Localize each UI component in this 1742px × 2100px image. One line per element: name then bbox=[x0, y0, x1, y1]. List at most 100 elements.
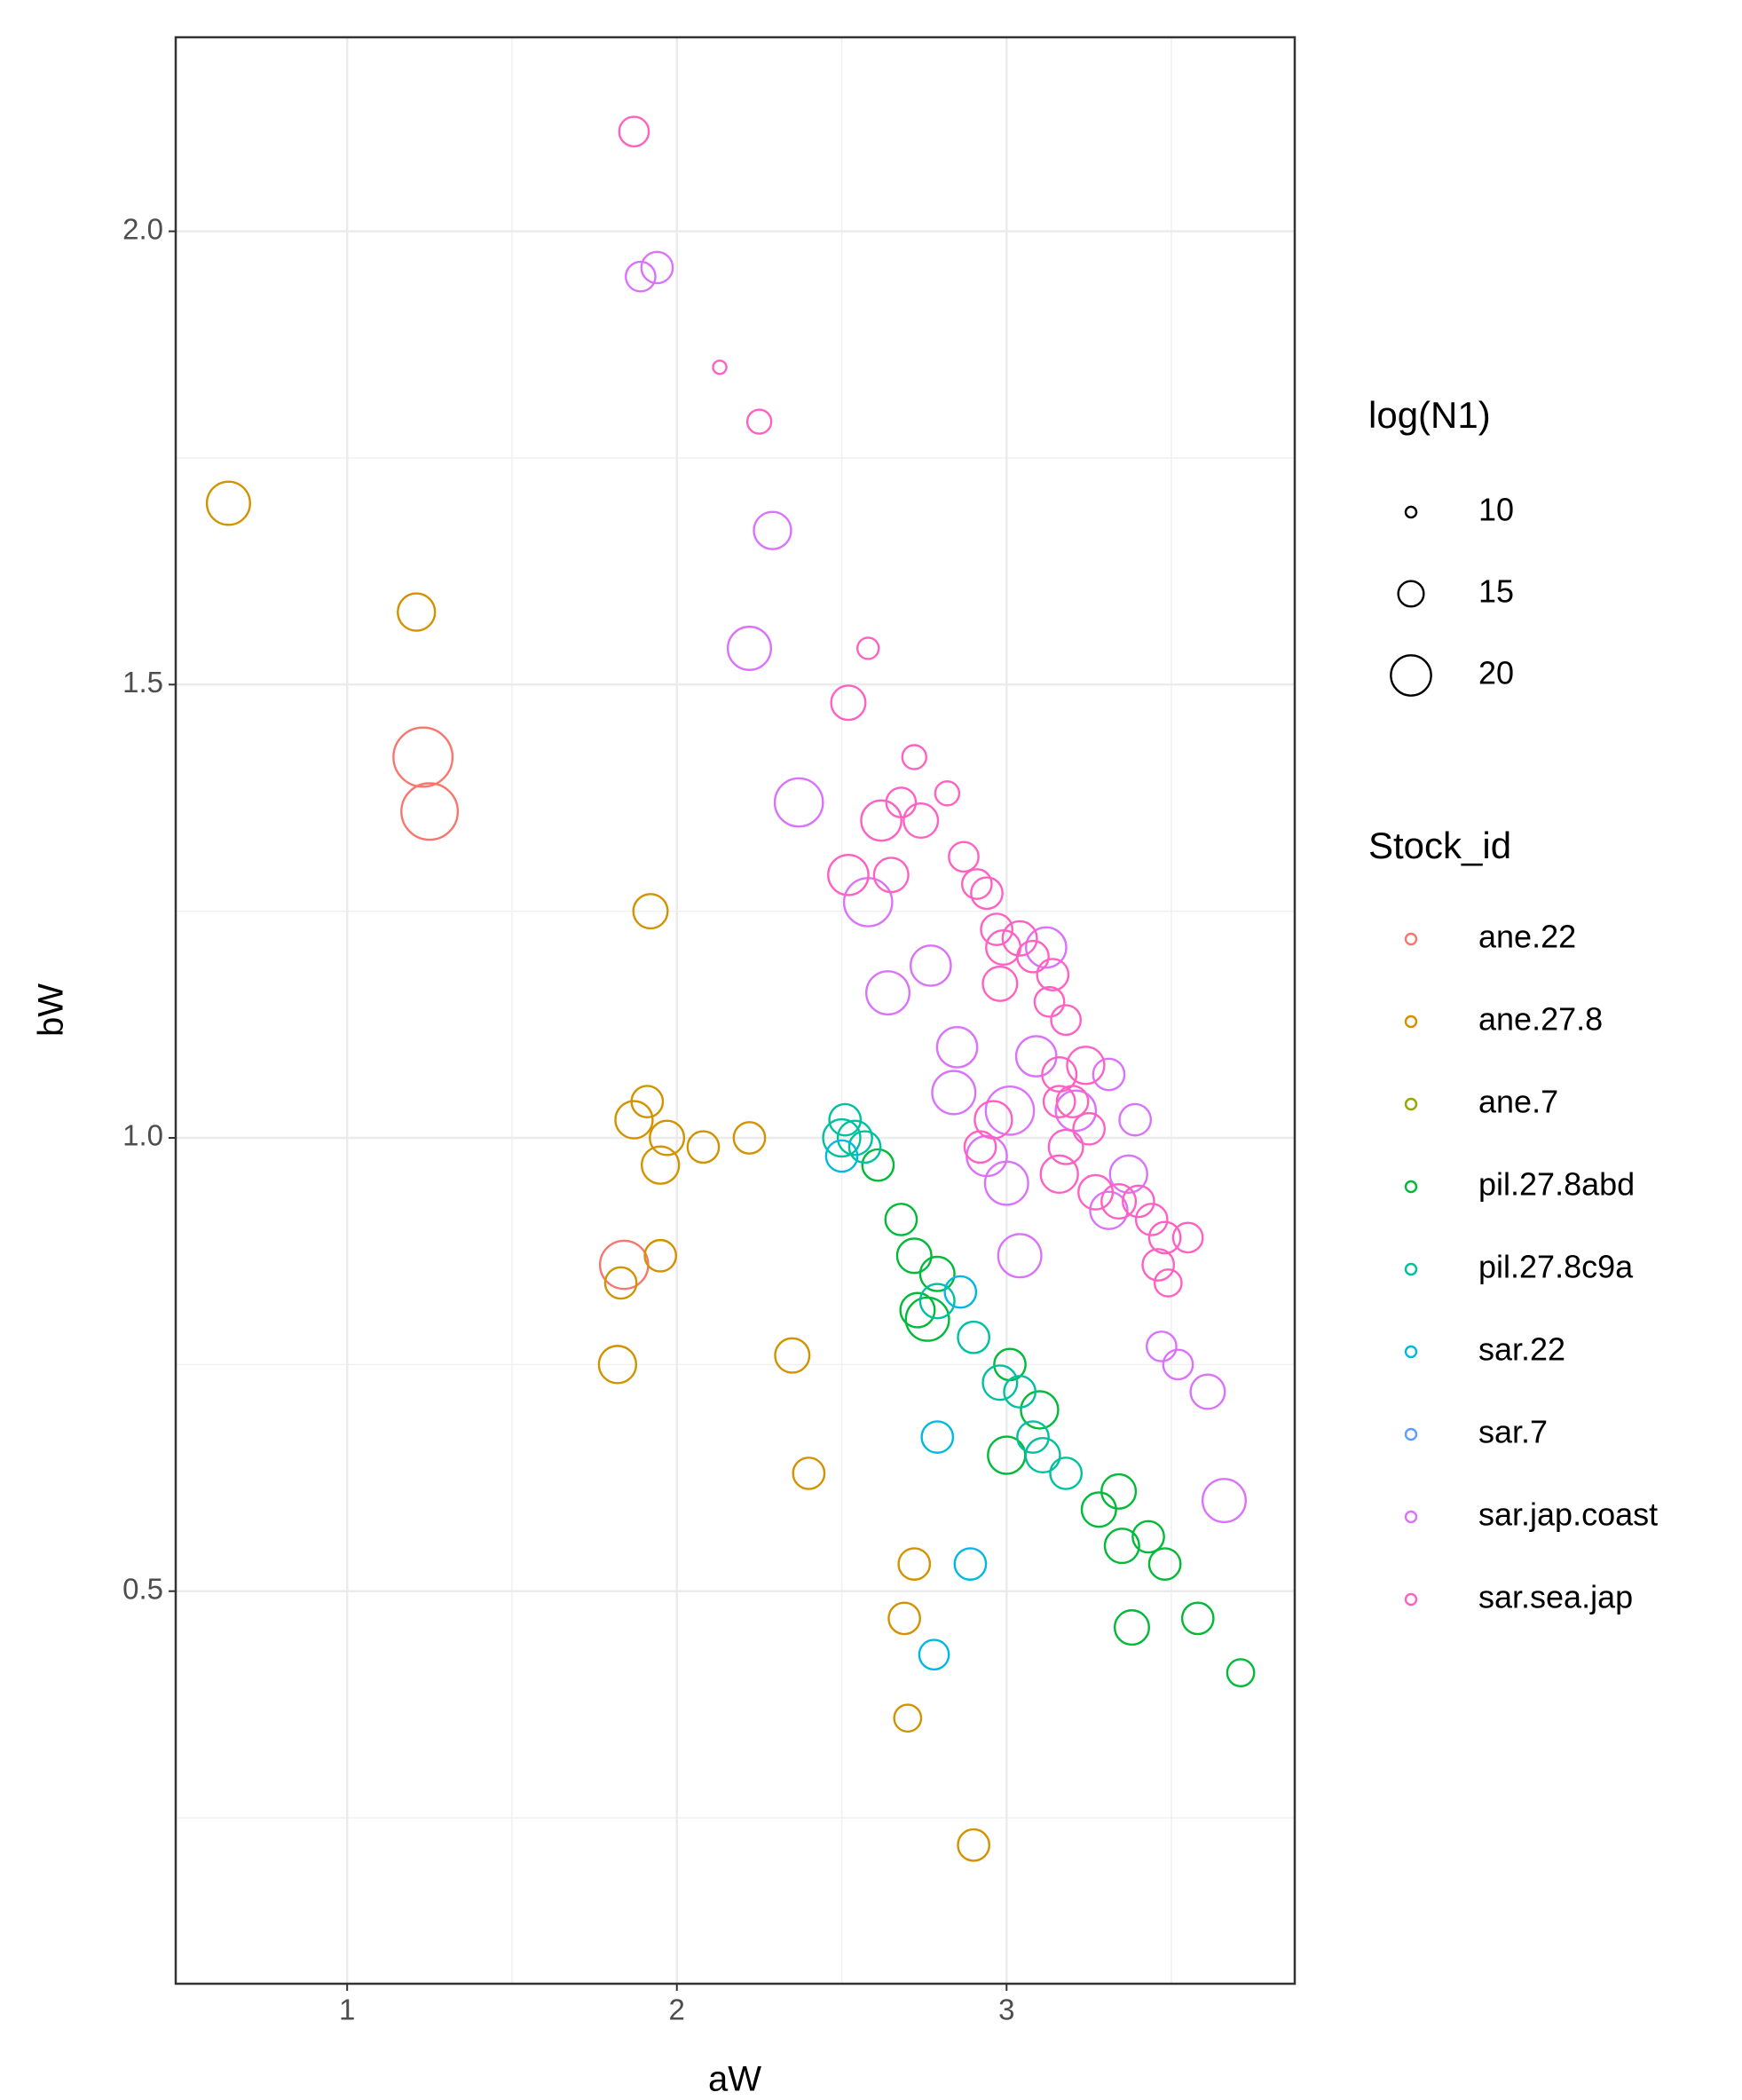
point bbox=[792, 1457, 826, 1490]
point bbox=[1147, 1220, 1182, 1255]
point bbox=[861, 1148, 895, 1182]
point bbox=[1047, 1128, 1084, 1165]
point bbox=[918, 1638, 950, 1671]
point bbox=[1024, 1436, 1061, 1474]
point bbox=[903, 801, 940, 840]
y-tick-label: 1.0 bbox=[122, 1119, 163, 1152]
point bbox=[1072, 1111, 1107, 1146]
point bbox=[856, 636, 880, 660]
point bbox=[1118, 1102, 1153, 1137]
point bbox=[960, 868, 993, 900]
point bbox=[1042, 1085, 1076, 1119]
legend-label: pil.27.8abd bbox=[1478, 1166, 1635, 1203]
point bbox=[1001, 920, 1038, 957]
point bbox=[887, 1601, 921, 1636]
point bbox=[1077, 1173, 1115, 1211]
point bbox=[957, 1828, 990, 1862]
point bbox=[872, 857, 910, 894]
size-legend-label: 20 bbox=[1478, 655, 1514, 691]
legend-key bbox=[1404, 1097, 1418, 1111]
point bbox=[973, 1100, 1013, 1140]
point bbox=[918, 1283, 956, 1320]
legend-key bbox=[1404, 1180, 1418, 1194]
point bbox=[970, 876, 1004, 911]
point bbox=[893, 1703, 923, 1733]
point bbox=[753, 510, 792, 550]
y-tick-label: 1.5 bbox=[122, 666, 163, 699]
point bbox=[1113, 1609, 1150, 1646]
point bbox=[624, 260, 657, 293]
point bbox=[918, 1255, 956, 1292]
point bbox=[1141, 1248, 1176, 1282]
point bbox=[909, 944, 952, 987]
point bbox=[953, 1547, 988, 1581]
legend-key bbox=[1404, 1345, 1418, 1359]
point bbox=[1020, 1390, 1060, 1430]
point bbox=[1054, 1089, 1098, 1133]
point bbox=[1016, 939, 1050, 974]
point bbox=[847, 1130, 882, 1164]
point bbox=[860, 799, 903, 842]
point bbox=[920, 1420, 955, 1454]
legend-key bbox=[1404, 1014, 1418, 1029]
point bbox=[963, 1130, 997, 1164]
point bbox=[981, 965, 1019, 1002]
point bbox=[1100, 1182, 1138, 1220]
point bbox=[981, 1364, 1019, 1401]
point bbox=[931, 1070, 977, 1116]
point bbox=[1016, 1420, 1050, 1454]
point bbox=[899, 1291, 936, 1329]
point bbox=[935, 1026, 979, 1069]
point bbox=[1147, 1547, 1182, 1581]
point bbox=[980, 912, 1013, 946]
point bbox=[1162, 1348, 1194, 1381]
point bbox=[1089, 1190, 1129, 1230]
point bbox=[686, 1130, 721, 1164]
point bbox=[614, 1100, 654, 1140]
point bbox=[1131, 1520, 1165, 1554]
point bbox=[934, 780, 961, 807]
x-tick-label: 3 bbox=[998, 1993, 1014, 2026]
size-legend-label: 10 bbox=[1478, 492, 1514, 528]
point bbox=[774, 1337, 811, 1374]
legend-key bbox=[1404, 1427, 1418, 1441]
legend-label: ane.27.8 bbox=[1478, 1001, 1603, 1038]
point bbox=[1122, 1184, 1155, 1219]
point bbox=[1003, 1375, 1037, 1409]
point bbox=[901, 744, 927, 770]
point bbox=[632, 893, 669, 930]
point bbox=[400, 782, 460, 841]
point bbox=[1180, 1601, 1215, 1636]
plot-panel bbox=[176, 37, 1295, 1984]
point bbox=[649, 1119, 686, 1157]
point bbox=[1049, 1457, 1084, 1490]
point bbox=[822, 1117, 862, 1158]
point bbox=[948, 841, 980, 873]
point bbox=[732, 1121, 767, 1155]
point bbox=[1100, 1472, 1138, 1510]
point bbox=[1033, 985, 1066, 1018]
x-tick-label: 2 bbox=[669, 1993, 685, 2026]
y-axis-title: bW bbox=[32, 983, 71, 1037]
panel-border bbox=[174, 36, 1297, 1986]
point bbox=[603, 1266, 638, 1300]
point bbox=[712, 359, 728, 375]
point bbox=[1055, 1085, 1090, 1119]
legend-label: sar.sea.jap bbox=[1478, 1579, 1633, 1615]
point bbox=[1036, 958, 1070, 992]
color-legend-title: Stock_id bbox=[1368, 825, 1511, 866]
y-tick-label: 0.5 bbox=[122, 1572, 163, 1605]
point bbox=[984, 1086, 1036, 1136]
point bbox=[1050, 1004, 1083, 1037]
point bbox=[1025, 926, 1068, 969]
point bbox=[1103, 1528, 1140, 1565]
point bbox=[392, 726, 454, 788]
x-tick-label: 1 bbox=[339, 1993, 355, 2026]
point bbox=[1146, 1330, 1178, 1362]
size-legend-key bbox=[1404, 505, 1418, 519]
point bbox=[897, 1547, 932, 1581]
point bbox=[640, 250, 674, 285]
point bbox=[1171, 1221, 1204, 1254]
point bbox=[1039, 1154, 1079, 1195]
point bbox=[597, 1345, 638, 1385]
